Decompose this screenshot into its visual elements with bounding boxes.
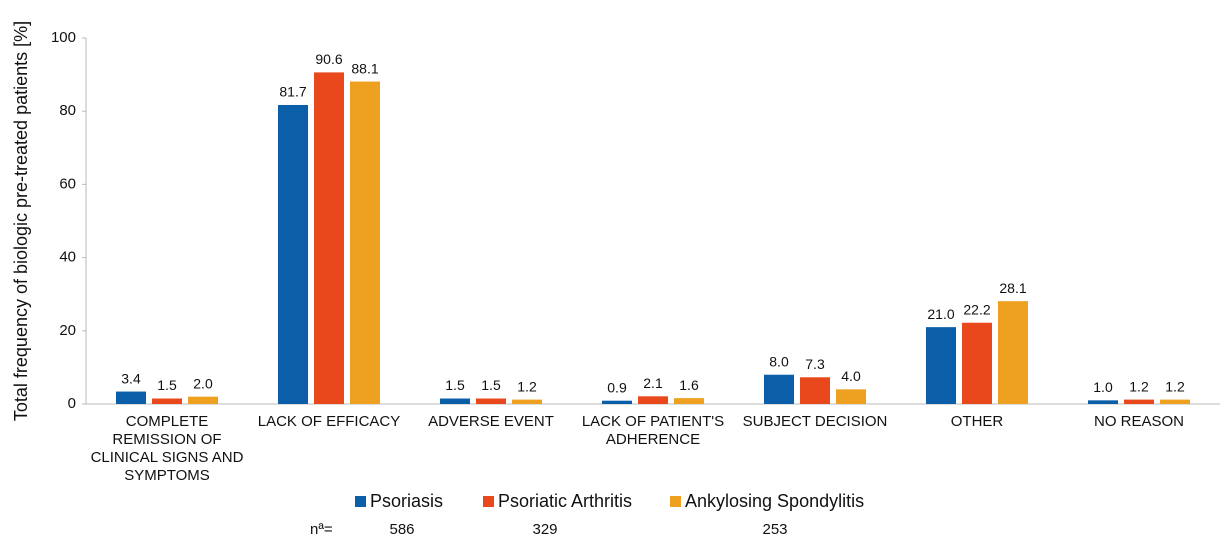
bar [836,389,866,404]
bar [800,377,830,404]
bar [314,72,344,405]
bar [674,398,704,404]
y-tick-label: 100 [51,29,76,46]
value-label: 1.0 [1093,379,1113,395]
legend-label: Psoriatic Arthritis [498,491,632,511]
x-tick-label: NO REASON [1093,413,1184,430]
legend-swatch [483,496,494,507]
x-tick-label: OTHER [950,413,1004,430]
value-label: 1.5 [445,377,465,393]
bar [116,391,146,404]
bar [476,398,506,404]
value-label: 3.4 [121,370,141,386]
bar [188,396,218,404]
legend-label: Ankylosing Spondylitis [685,491,864,511]
legend-swatch [355,496,366,507]
bar [1124,399,1154,404]
x-tick-label: LACK OF PATIENT'S ADHERENCE [581,413,725,448]
value-label: 2.0 [193,375,213,391]
y-axis-title: Total frequency of biologic pre-treated … [11,21,31,421]
bar [998,301,1028,404]
value-label: 81.7 [279,84,306,100]
value-label: 1.6 [679,377,699,393]
value-label: 2.1 [643,375,663,391]
value-label: 90.6 [315,51,342,67]
value-label: 88.1 [351,60,378,76]
value-label: 1.2 [517,378,537,394]
y-tick-label: 40 [59,249,76,266]
value-label: 4.0 [841,368,861,384]
value-label: 22.2 [963,301,990,317]
y-tick-label: 80 [59,102,76,119]
legend-swatch [670,496,681,507]
x-tick-label: SUBJECT DECISION [742,413,888,430]
bar [764,374,794,404]
x-tick-label: COMPLETE REMISSION OF CLINICAL SIGNS AND… [90,413,244,484]
bar [440,398,470,404]
x-tick-label: ADVERSE EVENT [428,413,554,430]
bar [278,104,308,404]
bar [512,399,542,404]
value-label: 1.5 [157,377,177,393]
value-label: 1.2 [1129,378,1149,394]
n-value: 253 [762,521,787,538]
n-label: nª= [310,521,333,538]
y-tick-label: 20 [59,322,76,339]
value-label: 1.2 [1165,378,1185,394]
value-label: 7.3 [805,356,825,372]
bar [962,322,992,404]
bar [1160,399,1190,404]
bar [602,400,632,404]
bar [1088,400,1118,404]
n-value: 586 [389,521,414,538]
x-tick-label: LACK OF EFFICACY [257,413,401,430]
y-tick-label: 60 [59,175,76,192]
bar [638,396,668,404]
bar [350,81,380,404]
legend-label: Psoriasis [370,491,443,511]
value-label: 21.0 [927,306,954,322]
n-value: 329 [532,521,557,538]
value-label: 8.0 [769,353,789,369]
value-label: 1.5 [481,377,501,393]
bar [152,398,182,404]
value-label: 28.1 [999,280,1026,296]
y-tick-label: 0 [68,395,76,412]
value-label: 0.9 [607,379,627,395]
bar [926,327,956,404]
